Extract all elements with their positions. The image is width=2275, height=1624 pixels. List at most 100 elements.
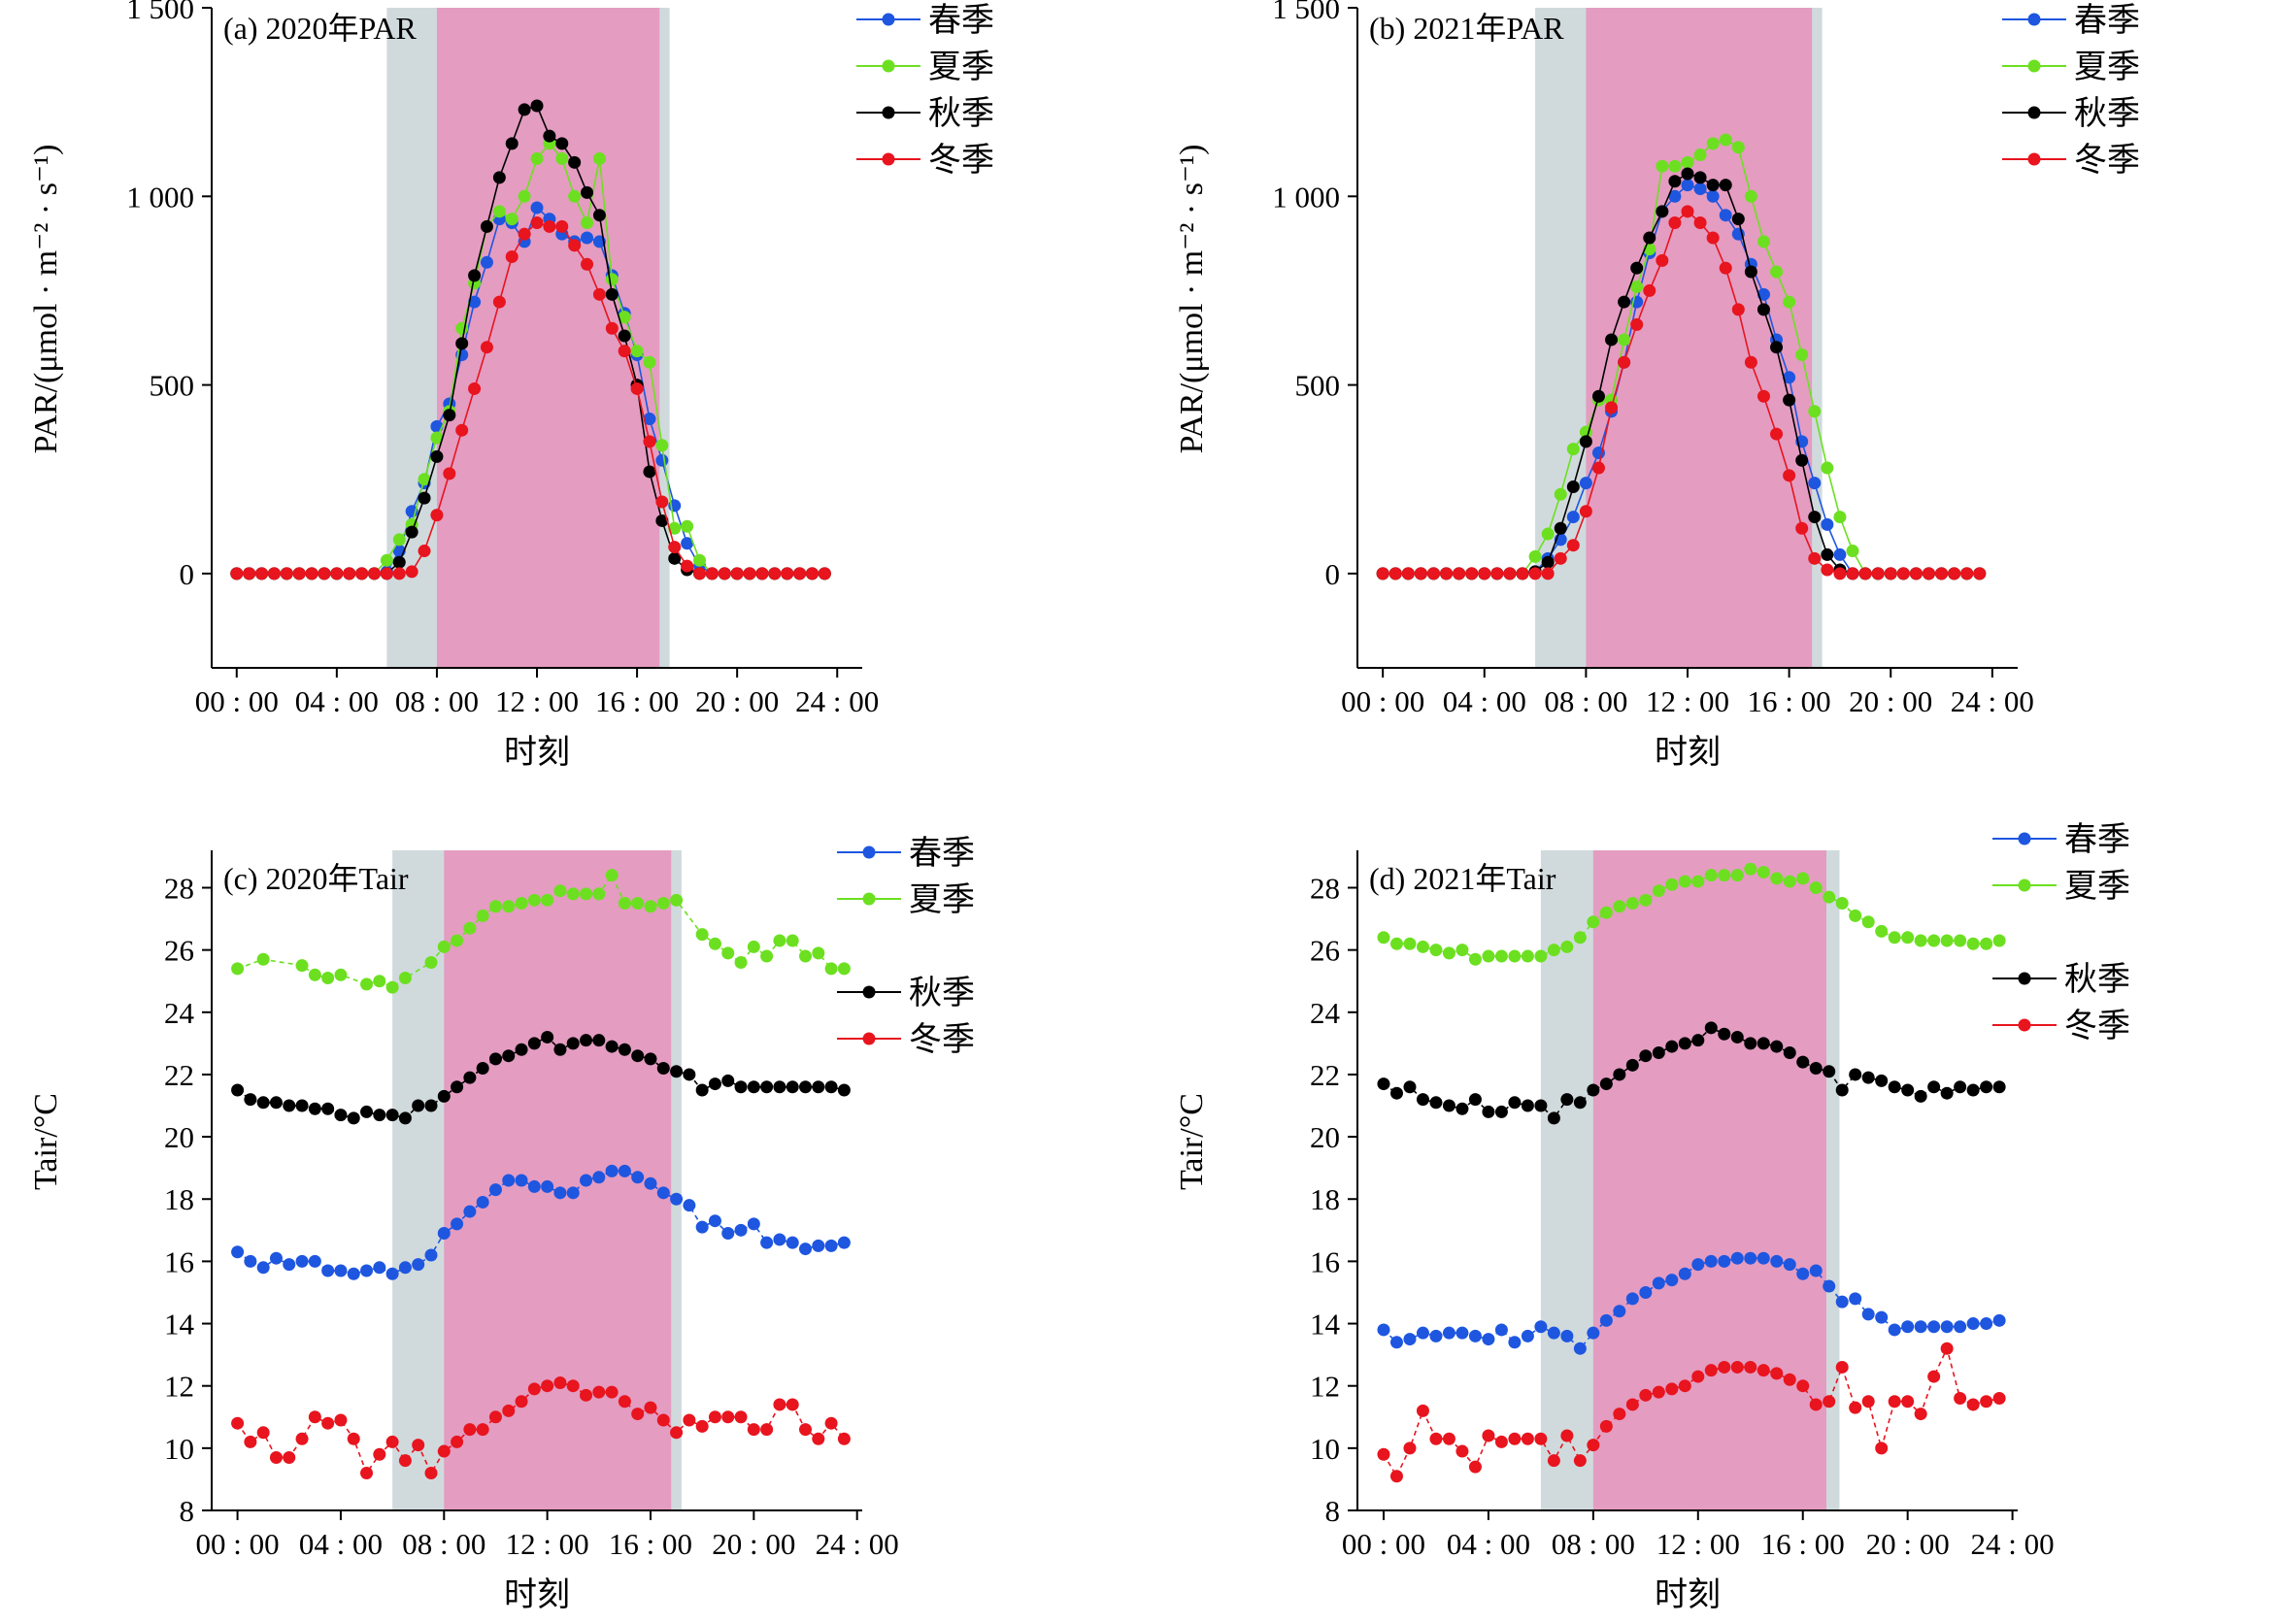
data-point bbox=[1681, 205, 1694, 218]
data-point bbox=[1376, 567, 1389, 580]
data-point bbox=[443, 467, 456, 481]
data-point bbox=[292, 567, 306, 580]
data-point bbox=[708, 1214, 721, 1228]
data-point bbox=[1744, 1251, 1757, 1265]
data-point bbox=[1613, 1305, 1626, 1318]
data-point bbox=[568, 155, 582, 169]
data-point bbox=[373, 975, 386, 988]
data-point bbox=[398, 1111, 412, 1125]
y-tick-label: 1 500 bbox=[126, 0, 194, 25]
y-tick-label: 20 bbox=[1310, 1120, 1340, 1154]
data-point bbox=[1770, 341, 1784, 354]
data-point bbox=[1482, 1105, 1495, 1118]
data-point bbox=[618, 311, 631, 324]
x-tick-label: 08 : 00 bbox=[1544, 684, 1627, 718]
data-point bbox=[1835, 1295, 1849, 1309]
data-point bbox=[1875, 1074, 1889, 1087]
data-point bbox=[515, 897, 528, 911]
y-axis-title: PAR/(μmol · m⁻² · s⁻¹) bbox=[1174, 145, 1210, 454]
series-0 bbox=[231, 1164, 851, 1280]
data-point bbox=[1718, 869, 1731, 882]
data-point bbox=[1875, 1442, 1889, 1455]
data-point bbox=[1482, 1333, 1495, 1346]
data-point bbox=[437, 1227, 451, 1241]
data-point bbox=[318, 567, 331, 580]
data-point bbox=[1403, 1442, 1417, 1455]
data-point bbox=[492, 205, 506, 218]
data-point bbox=[455, 321, 469, 335]
data-point bbox=[1730, 1251, 1744, 1265]
data-point bbox=[418, 473, 431, 486]
data-point bbox=[643, 355, 656, 369]
data-point bbox=[670, 1065, 684, 1078]
data-point bbox=[730, 567, 744, 580]
data-point bbox=[515, 1043, 528, 1056]
data-point bbox=[244, 1093, 257, 1107]
series-line bbox=[1383, 1345, 2000, 1478]
data-point bbox=[1468, 1093, 1482, 1107]
data-point bbox=[1706, 189, 1720, 203]
data-point bbox=[295, 959, 309, 973]
data-point bbox=[1691, 875, 1705, 888]
data-point bbox=[1599, 1419, 1613, 1433]
data-point bbox=[605, 1385, 619, 1399]
data-point bbox=[1966, 1083, 1980, 1097]
data-point bbox=[527, 1179, 541, 1193]
data-point bbox=[747, 1423, 760, 1437]
data-point bbox=[1566, 443, 1580, 456]
data-point bbox=[631, 1408, 645, 1421]
data-point bbox=[398, 1261, 412, 1275]
data-point bbox=[1426, 567, 1440, 580]
data-point bbox=[721, 1227, 735, 1241]
data-point bbox=[1482, 1429, 1495, 1442]
data-point bbox=[1429, 1096, 1443, 1110]
x-tick-label: 08 : 00 bbox=[1552, 1527, 1635, 1561]
data-point bbox=[1940, 1086, 1954, 1100]
data-point bbox=[334, 1413, 348, 1427]
legend-label: 夏季 bbox=[2074, 49, 2140, 85]
data-point bbox=[592, 209, 606, 222]
data-point bbox=[1808, 551, 1822, 565]
data-point bbox=[1534, 1432, 1548, 1445]
data-point bbox=[488, 1183, 502, 1197]
data-point bbox=[437, 1089, 451, 1103]
data-point bbox=[1823, 1395, 1836, 1409]
y-tick-label: 16 bbox=[1310, 1244, 1340, 1278]
data-point bbox=[1901, 1083, 1915, 1097]
data-point bbox=[1849, 909, 1862, 922]
x-tick-label: 16 : 00 bbox=[1761, 1527, 1845, 1561]
data-point bbox=[1823, 890, 1836, 904]
y-tick-label: 24 bbox=[1310, 996, 1341, 1030]
data-point bbox=[1389, 1336, 1403, 1349]
data-point bbox=[1652, 1385, 1665, 1399]
data-point bbox=[812, 1432, 825, 1445]
data-point bbox=[1377, 931, 1390, 945]
data-point bbox=[1704, 1021, 1718, 1035]
data-point bbox=[824, 962, 838, 976]
data-point bbox=[1693, 215, 1707, 229]
data-point bbox=[398, 972, 412, 985]
data-point bbox=[1416, 940, 1429, 953]
data-point bbox=[430, 509, 444, 522]
y-tick-label: 22 bbox=[164, 1058, 194, 1092]
data-point bbox=[1490, 567, 1504, 580]
data-point bbox=[505, 213, 519, 226]
data-point bbox=[618, 897, 631, 911]
data-point bbox=[283, 1258, 296, 1272]
legend-label: 秋季 bbox=[909, 975, 975, 1011]
data-point bbox=[1693, 182, 1707, 196]
data-point bbox=[695, 928, 709, 942]
data-point bbox=[1613, 900, 1626, 913]
y-tick-label: 20 bbox=[164, 1120, 194, 1154]
data-point bbox=[566, 1186, 580, 1200]
data-point bbox=[1731, 303, 1745, 316]
data-point bbox=[1429, 1329, 1443, 1342]
series-1 bbox=[231, 869, 851, 994]
data-point bbox=[743, 567, 756, 580]
legend-marker bbox=[2027, 152, 2041, 166]
data-point bbox=[1652, 1276, 1665, 1290]
data-point bbox=[424, 1467, 438, 1480]
data-point bbox=[824, 1080, 838, 1094]
data-point bbox=[256, 952, 270, 966]
data-point bbox=[1377, 1447, 1390, 1461]
